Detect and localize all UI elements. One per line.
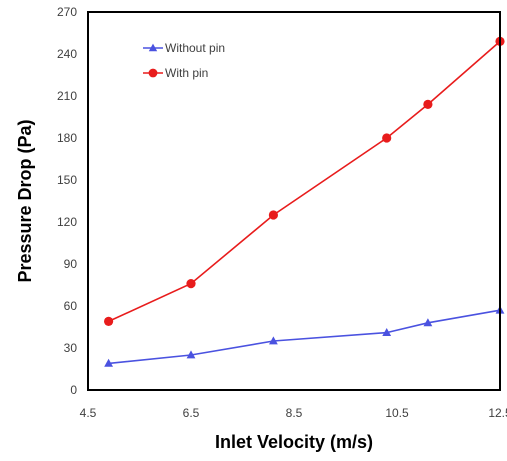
x-tick-label: 8.5 <box>286 406 303 420</box>
legend-marker <box>148 68 158 78</box>
y-tick-label: 30 <box>64 341 78 355</box>
data-point <box>186 279 196 289</box>
legend-item: With pin <box>143 66 208 80</box>
data-point <box>268 210 278 220</box>
series-without-pin <box>104 305 505 367</box>
y-tick-label: 60 <box>64 299 78 313</box>
x-axis-ticks: 4.5 6.5 8.5 10.5 12.5 <box>80 406 507 420</box>
data-point <box>104 316 114 326</box>
x-tick-label: 6.5 <box>183 406 200 420</box>
x-tick-label: 4.5 <box>80 406 97 420</box>
y-tick-label: 150 <box>57 173 77 187</box>
legend-marker <box>148 43 158 52</box>
series-line <box>108 309 501 365</box>
y-tick-label: 210 <box>57 89 77 103</box>
y-tick-label: 90 <box>64 257 78 271</box>
data-point <box>423 99 433 109</box>
x-tick-label: 12.5 <box>488 406 507 420</box>
data-point <box>382 328 392 336</box>
legend-item: Without pin <box>143 41 225 55</box>
x-tick-label: 10.5 <box>385 406 409 420</box>
data-point <box>269 336 278 345</box>
series-line <box>108 40 501 323</box>
y-tick-label: 270 <box>57 5 77 19</box>
legend: Without pin With pin <box>143 41 225 80</box>
y-axis-title: Pressure Drop (Pa) <box>15 119 35 282</box>
series-layer <box>104 36 505 367</box>
legend-label: Without pin <box>165 41 225 55</box>
x-axis-title: Inlet Velocity (m/s) <box>215 432 373 452</box>
y-tick-label: 0 <box>70 383 77 397</box>
y-tick-label: 180 <box>57 131 77 145</box>
data-point <box>423 318 433 327</box>
series-with-pin <box>104 36 505 326</box>
data-point <box>186 350 196 359</box>
legend-label: With pin <box>165 66 208 80</box>
plot-area-frame <box>87 11 501 391</box>
data-point <box>382 133 392 143</box>
data-point <box>104 358 113 367</box>
y-tick-label: 120 <box>57 215 77 229</box>
y-tick-label: 240 <box>57 47 77 61</box>
y-axis-ticks: 0 30 60 90 120 150 180 210 240 270 <box>57 5 77 397</box>
